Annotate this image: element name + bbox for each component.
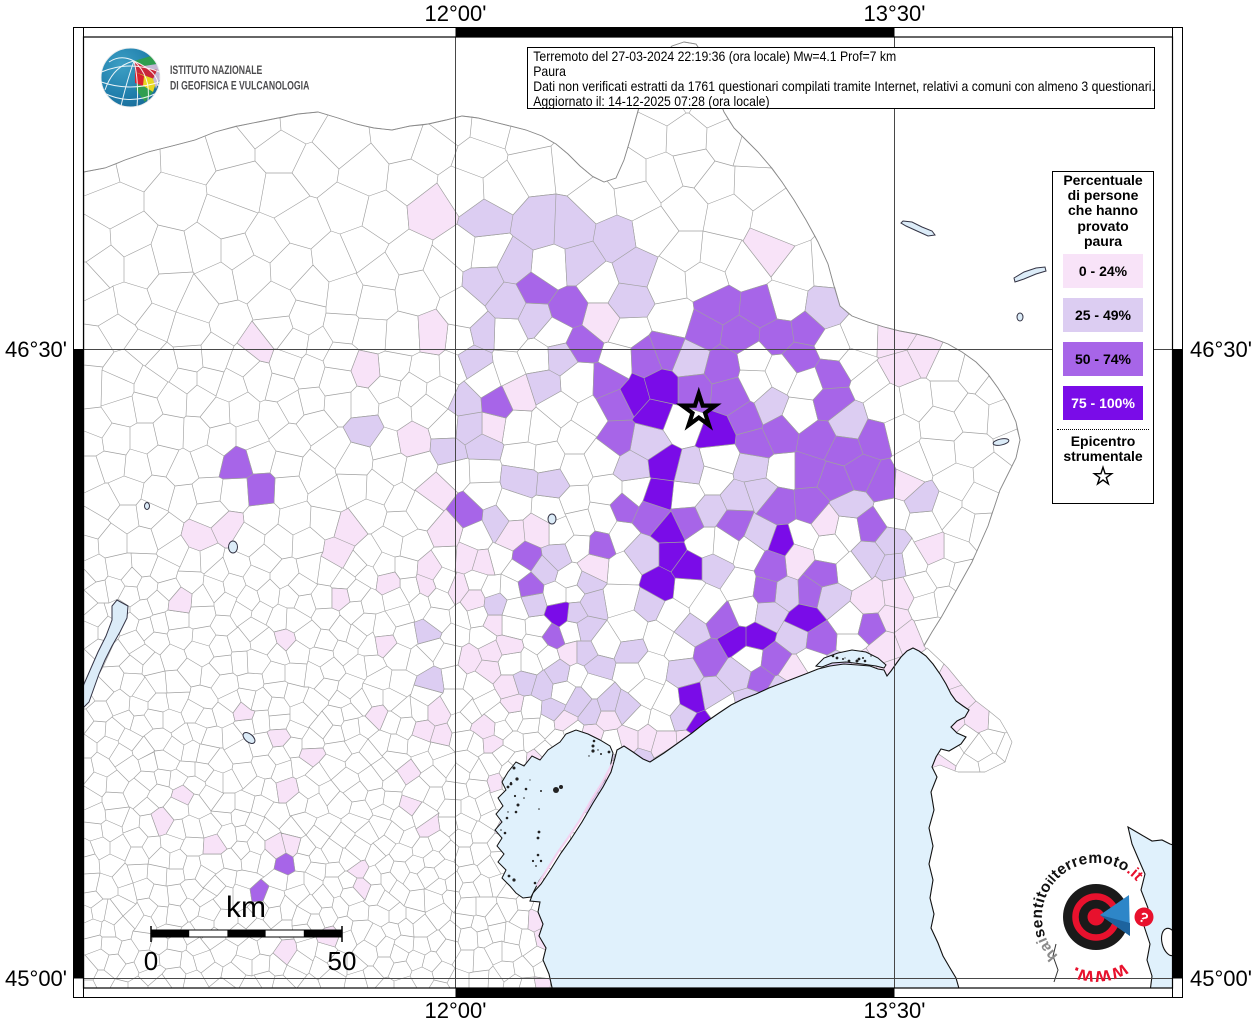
svg-text:DI GEOFISICA E VULCANOLOGIA: DI GEOFISICA E VULCANOLOGIA — [170, 79, 310, 93]
svg-text:ISTITUTO NAZIONALE: ISTITUTO NAZIONALE — [170, 64, 262, 78]
svg-text:www.: www. — [1069, 959, 1132, 989]
svg-text:50: 50 — [328, 946, 357, 976]
svg-text:km: km — [226, 891, 266, 924]
svg-text:0: 0 — [144, 946, 158, 976]
